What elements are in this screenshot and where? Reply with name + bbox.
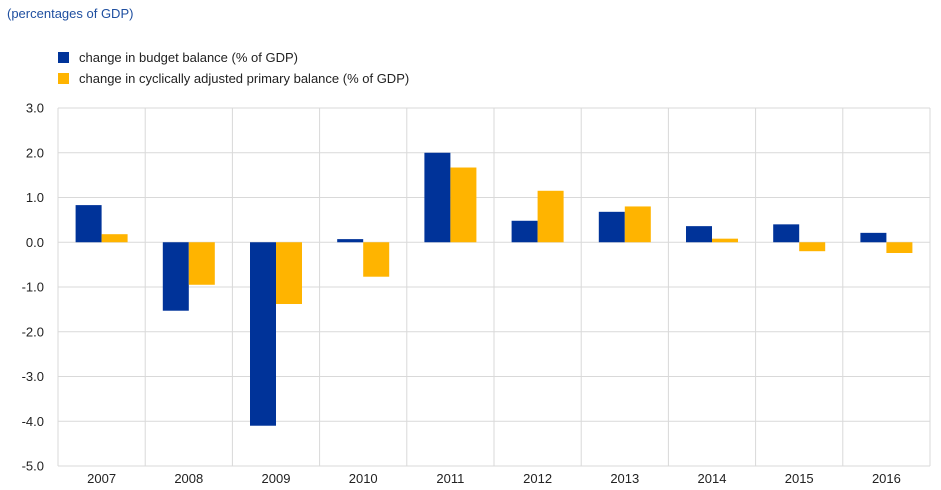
bar-budget-balance-2008	[162, 242, 189, 311]
legend-swatch-budget-balance	[58, 52, 69, 63]
chart-grid	[57, 107, 931, 467]
legend-item-budget-balance: change in budget balance (% of GDP)	[58, 47, 409, 68]
bar-budget-balance-2010	[337, 239, 364, 243]
x-tick-label: 2008	[174, 471, 203, 486]
y-tick-label: -4.0	[22, 414, 44, 429]
y-tick-label: -5.0	[22, 459, 44, 474]
y-tick-label: 2.0	[26, 145, 44, 160]
x-tick-label: 2010	[349, 471, 378, 486]
x-tick-label: 2011	[436, 471, 464, 486]
chart-subtitle: (percentages of GDP)	[7, 6, 134, 21]
bar-budget-balance-2007	[75, 205, 102, 243]
bar-cyclically-adjusted-2013	[624, 206, 651, 243]
bar-cyclically-adjusted-2010	[363, 242, 390, 277]
x-tick-label: 2015	[785, 471, 814, 486]
y-tick-label: -3.0	[22, 369, 44, 384]
legend-swatch-cyclically-adjusted	[58, 73, 69, 84]
bar-budget-balance-2014	[686, 226, 712, 243]
bar-budget-balance-2011	[424, 152, 451, 243]
legend-label-budget-balance: change in budget balance (% of GDP)	[79, 50, 298, 65]
y-tick-label: 0.0	[26, 235, 44, 250]
x-tick-label: 2016	[872, 471, 901, 486]
y-tick-label: -1.0	[22, 280, 44, 295]
y-tick-label: 3.0	[26, 101, 44, 116]
bar-budget-balance-2016	[860, 232, 887, 243]
bar-cyclically-adjusted-2016	[886, 242, 913, 253]
x-tick-label: 2009	[262, 471, 291, 486]
bar-budget-balance-2013	[598, 211, 625, 243]
bar-cyclically-adjusted-2007	[101, 234, 128, 243]
bar-cyclically-adjusted-2015	[799, 242, 826, 252]
chart-bars	[75, 152, 913, 426]
bar-cyclically-adjusted-2008	[188, 242, 215, 285]
bar-budget-balance-2012	[511, 220, 538, 243]
bar-cyclically-adjusted-2014	[712, 238, 738, 243]
legend-item-cyclically-adjusted: change in cyclically adjusted primary ba…	[58, 68, 409, 89]
bar-cyclically-adjusted-2011	[450, 167, 477, 243]
legend: change in budget balance (% of GDP) chan…	[58, 47, 409, 89]
x-tick-label: 2012	[523, 471, 552, 486]
bar-budget-balance-2015	[773, 224, 800, 243]
legend-label-cyclically-adjusted: change in cyclically adjusted primary ba…	[79, 71, 410, 86]
x-tick-label: 2007	[87, 471, 116, 486]
x-tick-label: 2014	[698, 471, 727, 486]
x-tick-label: 2013	[610, 471, 639, 486]
bar-cyclically-adjusted-2012	[537, 190, 564, 243]
y-tick-label: 1.0	[26, 190, 44, 205]
bar-budget-balance-2009	[250, 242, 276, 426]
chart-axis-labels: 3.0 2.0 1.0 0.0 -1.0 -2.0 -3.0 -4.0 -5.0 2007 2008…	[22, 101, 901, 487]
y-tick-label: -2.0	[22, 324, 44, 339]
bar-cyclically-adjusted-2009	[276, 242, 302, 305]
